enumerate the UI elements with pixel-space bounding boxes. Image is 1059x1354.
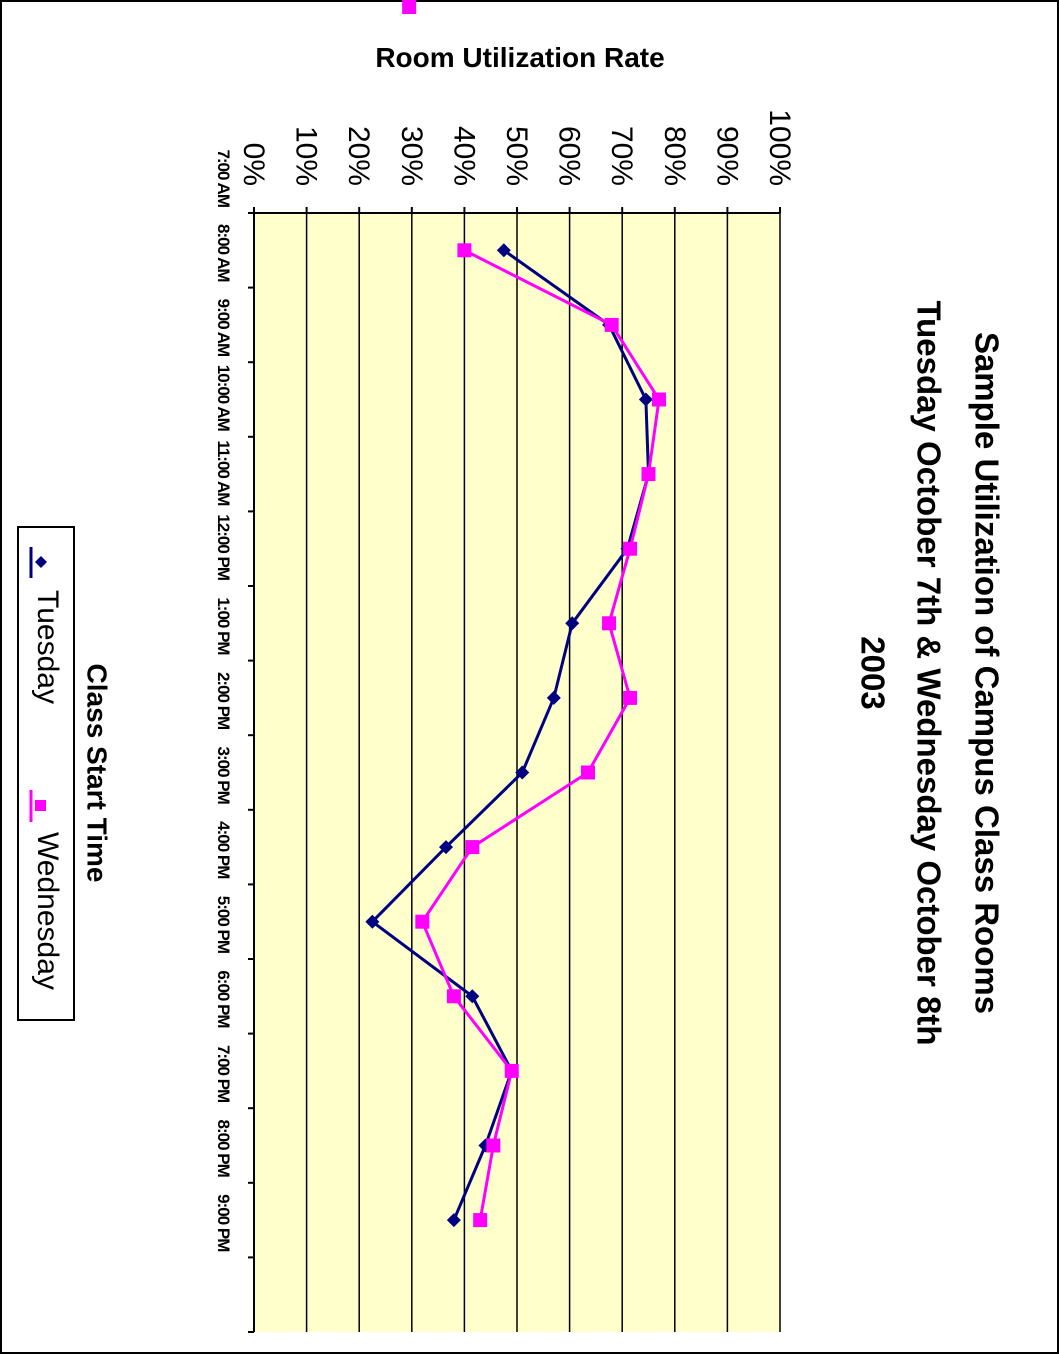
legend-label-tuesday: Tuesday — [31, 590, 64, 704]
data-point-tuesday — [496, 243, 511, 258]
data-point-wednesday — [415, 914, 430, 929]
x-tick-label: 9:00 AM — [214, 299, 233, 357]
x-tick-label: 2:00 PM — [214, 672, 233, 730]
y-tick-label: 50% — [500, 126, 533, 186]
data-point-tuesday — [465, 989, 480, 1004]
chart-title-line-2: Tuesday October 7th & Wednesday October … — [910, 300, 947, 1045]
x-tick-label: 4:00 PM — [214, 821, 233, 879]
legend-marker-wednesday — [35, 800, 46, 811]
y-tick-label: 40% — [447, 126, 480, 186]
y-tick-label: 10% — [290, 126, 323, 186]
gridlines — [305, 213, 781, 1332]
legend-label-wednesday: Wednesday — [31, 832, 64, 990]
data-point-wednesday — [486, 1138, 501, 1153]
y-tick-labels: 0% 10% 20% 30% 40% 50% 60% 70% 80% 90% 100% — [237, 109, 796, 186]
data-point-tuesday — [515, 765, 530, 780]
data-point-wednesday — [641, 467, 656, 482]
data-point-wednesday — [623, 690, 638, 705]
x-tick-label: 9:00 PM — [214, 1194, 233, 1252]
data-point-tuesday — [446, 1213, 461, 1228]
data-point-wednesday — [465, 840, 480, 855]
x-tick-label: 11:00 AM — [214, 440, 233, 506]
x-tick-label: 5:00 PM — [214, 896, 233, 954]
data-point-wednesday — [402, 0, 417, 14]
data-point-tuesday — [365, 914, 380, 929]
y-tick-label: 80% — [658, 126, 691, 186]
x-tick-label: 3:00 PM — [214, 747, 233, 805]
data-point-tuesday — [438, 840, 453, 855]
data-point-tuesday — [565, 616, 580, 631]
data-point-wednesday — [473, 1213, 488, 1228]
data-point-wednesday — [602, 616, 617, 631]
series-line-wednesday — [420, 248, 661, 1221]
data-point-wednesday — [581, 765, 596, 780]
y-tick-label: 70% — [605, 126, 638, 186]
x-tick-label: 6:00 PM — [214, 970, 233, 1028]
data-point-wednesday — [652, 392, 667, 407]
y-axis-title: Room Utilization Rate — [375, 42, 664, 73]
data-point-tuesday — [638, 392, 653, 407]
y-tick-label: 60% — [553, 126, 586, 186]
x-tick-label: 7:00 PM — [214, 1045, 233, 1103]
series-line-tuesday — [370, 249, 651, 1221]
chart-title-line-1: Sample Utilization of Campus Class Rooms — [968, 332, 1005, 1014]
legend-box — [17, 526, 75, 1021]
y-tick-label: 30% — [395, 126, 428, 186]
y-tick-label: 100% — [763, 109, 796, 186]
x-tick-label: 8:00 PM — [214, 1120, 233, 1178]
chart-title-line-3: 2003 — [854, 636, 891, 709]
data-point-wednesday — [623, 541, 638, 556]
legend: Tuesday Wednesday — [17, 526, 75, 1021]
y-tick-label: 90% — [710, 126, 743, 186]
x-axis-title: Class Start Time — [82, 664, 113, 883]
x-tick-label: 12:00 PM — [214, 514, 233, 581]
data-point-wednesday — [446, 989, 461, 1004]
axes — [248, 207, 781, 1333]
data-point-wednesday — [504, 1063, 519, 1078]
data-point-wednesday — [457, 243, 472, 258]
x-tick-labels: 7:00 AM 8:00 AM 9:00 AM 10:00 AM 11:00 AM 12:… — [214, 149, 233, 1252]
data-point-tuesday — [546, 690, 561, 705]
x-tick-label: 7:00 AM — [214, 149, 233, 207]
series-layer — [365, 0, 667, 1228]
legend-marker-tuesday — [35, 556, 47, 568]
x-tick-label: 8:00 AM — [214, 224, 233, 282]
y-tick-label: 0% — [237, 143, 270, 186]
data-point-wednesday — [604, 317, 619, 332]
x-tick-label: 1:00 PM — [214, 597, 233, 655]
x-tick-label: 10:00 AM — [214, 365, 233, 432]
y-tick-label: 20% — [342, 126, 375, 186]
